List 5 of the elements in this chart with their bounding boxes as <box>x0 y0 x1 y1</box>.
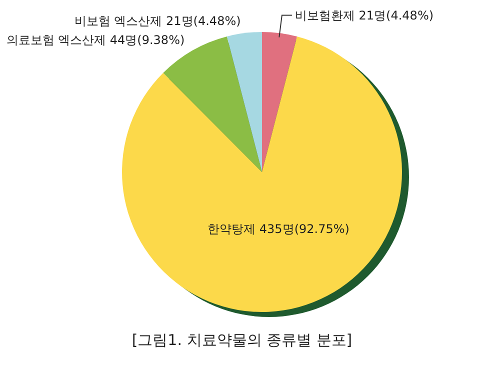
slice-label: 비보험환제 21명(4.48%) <box>294 8 434 22</box>
slice-label: 비보험 엑스산제 21명(4.48%) <box>74 14 241 28</box>
slice-label: 한약탕제 435명(92.75%) <box>208 222 350 236</box>
slice-label: 의료보험 엑스산제 44명(9.38%) <box>6 32 185 47</box>
text: [그림1. 치료약물의 종류별 분포] <box>132 331 352 349</box>
